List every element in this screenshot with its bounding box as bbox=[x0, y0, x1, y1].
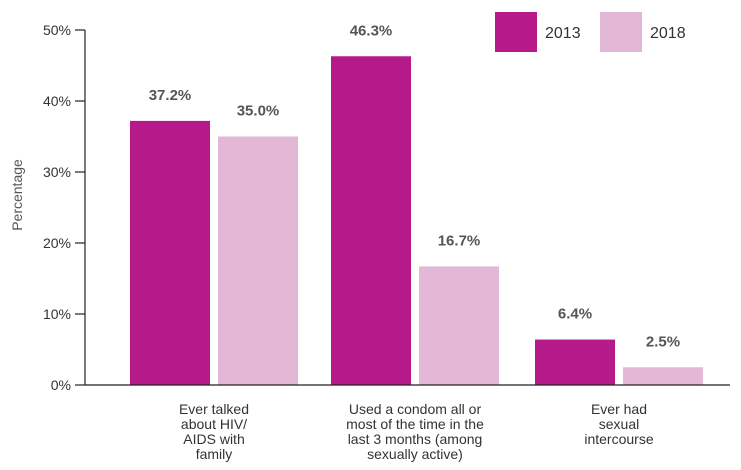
category-label: Ever talked about HIV/AIDS with family bbox=[179, 401, 249, 462]
bar-2013-1 bbox=[130, 120, 210, 385]
y-tick-label: 50% bbox=[43, 22, 71, 38]
y-tick-label: 30% bbox=[43, 164, 71, 180]
legend-swatch-2013 bbox=[495, 12, 537, 52]
y-tick-label: 0% bbox=[51, 377, 71, 393]
y-axis-label: Percentage bbox=[9, 159, 25, 231]
bar-2013-2 bbox=[331, 56, 411, 386]
data-label-2013-2: 46.3% bbox=[350, 22, 393, 39]
data-label-2013-1: 37.2% bbox=[149, 87, 192, 104]
y-axis: 0% 10% 20% 30% 40% 50% Percentage bbox=[9, 22, 86, 393]
bar-2018-1 bbox=[218, 136, 298, 385]
y-tick-label: 20% bbox=[43, 235, 71, 251]
y-tick-label: 10% bbox=[43, 306, 71, 322]
x-axis: Ever talked about HIV/AIDS with family Used… bbox=[85, 384, 730, 462]
legend-swatch-2018 bbox=[600, 12, 642, 52]
data-label-2018-1: 35.0% bbox=[237, 103, 280, 120]
bar-2018-3 bbox=[623, 367, 703, 385]
bar-2018-2 bbox=[419, 266, 499, 385]
legend-label-2018: 2018 bbox=[650, 25, 686, 42]
data-label-2013-3: 6.4% bbox=[558, 306, 592, 323]
y-tick-label: 40% bbox=[43, 93, 71, 109]
bars: 37.2% 35.0% 46.3% 16.7% 6.4% 2.5% bbox=[130, 22, 703, 386]
legend: 2013 2018 bbox=[495, 12, 686, 52]
data-label-2018-2: 16.7% bbox=[438, 232, 481, 249]
data-label-2018-3: 2.5% bbox=[646, 333, 680, 350]
legend-label-2013: 2013 bbox=[545, 25, 581, 42]
category-label: Used a condom all or most of the time in … bbox=[346, 401, 484, 462]
bar-2013-3 bbox=[535, 339, 615, 385]
category-label: Ever had sexual intercourse bbox=[584, 401, 653, 447]
